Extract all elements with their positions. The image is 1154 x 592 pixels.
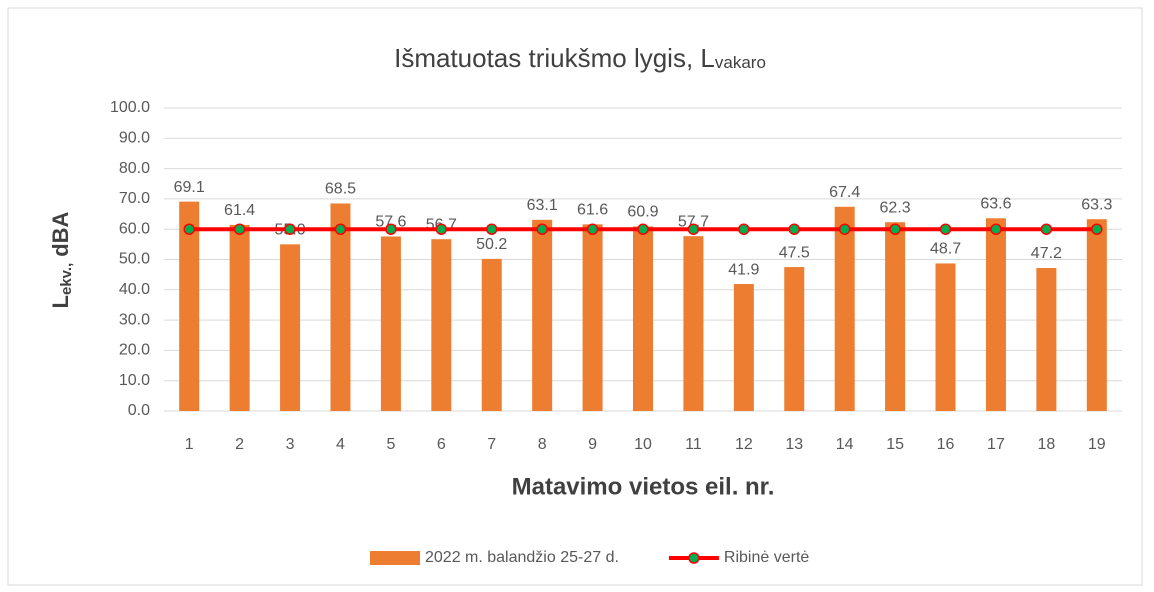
x-tick-label: 12 <box>735 436 753 453</box>
marker <box>586 223 599 235</box>
bar <box>582 224 603 411</box>
marker <box>485 223 498 235</box>
marker <box>838 223 851 235</box>
marker <box>939 223 952 235</box>
bar <box>229 224 250 411</box>
bar <box>633 226 653 411</box>
y-label-main: L <box>48 295 73 308</box>
x-tick-label: 1 <box>185 436 194 453</box>
legend-swatch <box>370 551 420 565</box>
bar <box>683 236 704 411</box>
marker <box>738 223 750 235</box>
marker <box>687 223 700 235</box>
bar <box>885 222 906 411</box>
data-label: 50.2 <box>476 236 507 253</box>
bar <box>532 219 553 411</box>
legend-label: Ribinė vertė <box>724 549 809 566</box>
x-axis-label: Matavimo vietos eil. nr. <box>512 473 775 500</box>
chart-title: Išmatuotas triukšmo lygis, Lvakaro <box>394 43 766 73</box>
y-tick-label: 80.0 <box>119 160 150 177</box>
marker <box>385 223 397 235</box>
bar <box>330 203 351 411</box>
x-tick-label: 17 <box>987 436 1005 453</box>
data-label: 61.6 <box>577 202 608 219</box>
y-tick-label: 100.0 <box>110 99 150 116</box>
y-tick-label: 0.0 <box>128 402 150 419</box>
bar <box>431 239 452 411</box>
marker <box>233 223 246 235</box>
marker <box>889 223 901 235</box>
y-axis-label: Lekv., dBA <box>48 211 75 308</box>
x-tick-label: 16 <box>937 436 955 453</box>
marker <box>990 223 1002 235</box>
data-label: 69.1 <box>174 179 205 196</box>
y-tick-label: 70.0 <box>119 190 150 207</box>
y-tick-label: 90.0 <box>119 130 150 147</box>
x-tick-label: 5 <box>386 436 395 453</box>
marker <box>1091 223 1103 235</box>
x-tick-label: 19 <box>1088 436 1106 453</box>
marker <box>1040 223 1053 235</box>
legend-label: 2022 m. balandžio 25-27 d. <box>425 549 619 566</box>
x-tick-label: 3 <box>286 436 295 453</box>
bar <box>733 284 754 411</box>
y-tick-label: 10.0 <box>119 372 150 389</box>
y-label-subscript: ekv., <box>58 263 75 295</box>
data-label: 67.4 <box>829 184 860 201</box>
bar <box>1036 267 1057 411</box>
x-tick-label: 8 <box>538 436 547 453</box>
data-label: 63.1 <box>527 197 558 214</box>
legend-marker <box>688 552 700 564</box>
y-tick-label: 30.0 <box>119 311 150 328</box>
marker <box>334 223 347 235</box>
bar <box>935 263 956 411</box>
marker <box>788 223 801 235</box>
marker <box>637 223 649 235</box>
y-tick-label: 20.0 <box>119 342 150 359</box>
x-tick-label: 4 <box>336 436 345 453</box>
bar <box>380 236 401 411</box>
y-tick-label: 60.0 <box>119 220 150 237</box>
marker <box>536 223 548 235</box>
y-tick-label: 40.0 <box>119 281 150 298</box>
x-tick-label: 15 <box>886 436 904 453</box>
x-tick-label: 6 <box>437 436 446 453</box>
y-label-unit: dBA <box>48 211 73 256</box>
data-label: 48.7 <box>930 241 961 258</box>
x-tick-label: 10 <box>634 436 652 453</box>
y-tick-label: 50.0 <box>119 251 150 268</box>
data-label: 47.5 <box>779 244 810 261</box>
data-label: 57.6 <box>375 214 406 231</box>
x-tick-label: 2 <box>235 436 244 453</box>
data-label: 63.3 <box>1081 196 1112 213</box>
bar <box>784 267 805 411</box>
data-label: 41.9 <box>728 261 759 278</box>
data-label: 57.7 <box>678 213 709 230</box>
x-tick-label: 13 <box>785 436 803 453</box>
bar <box>985 218 1006 411</box>
x-tick-label: 11 <box>685 436 702 453</box>
title-main: Išmatuotas triukšmo lygis, L <box>394 43 715 73</box>
bar <box>1086 219 1107 411</box>
data-label: 60.9 <box>627 204 658 221</box>
data-label: 63.6 <box>980 196 1011 213</box>
title-subscript: vakaro <box>715 53 766 72</box>
marker <box>183 223 195 235</box>
bar <box>481 258 502 411</box>
bar <box>179 201 200 411</box>
data-label: 68.5 <box>325 181 356 198</box>
x-tick-label: 14 <box>836 436 854 453</box>
data-label: 62.3 <box>880 199 911 216</box>
bar <box>834 206 855 411</box>
x-tick-label: 9 <box>588 436 597 453</box>
data-label: 61.4 <box>224 202 255 219</box>
marker <box>284 223 296 235</box>
data-label: 47.2 <box>1031 245 1062 262</box>
x-tick-label: 7 <box>487 436 496 453</box>
marker <box>435 223 448 235</box>
x-tick-label: 18 <box>1037 436 1055 453</box>
bar <box>280 244 301 411</box>
